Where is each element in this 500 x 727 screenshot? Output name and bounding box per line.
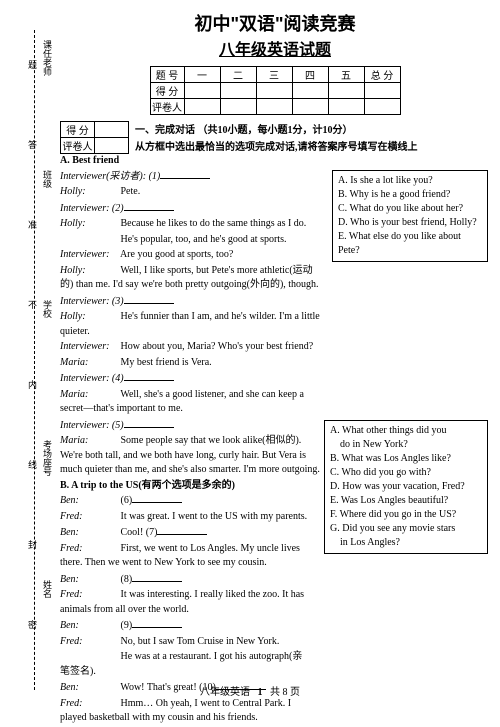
bind-lbl: 准 bbox=[26, 220, 39, 229]
options-box-b: A. What other things did you do in New Y… bbox=[324, 420, 488, 554]
opt: C. What do you like about her? bbox=[338, 202, 482, 216]
opt: D. Who is your best friend, Holly? bbox=[338, 216, 482, 230]
main-title: 初中"双语"阅读竞赛 bbox=[60, 10, 490, 36]
opt: D. How was your vacation, Fred? bbox=[330, 480, 482, 494]
opt: B. Why is he a good friend? bbox=[338, 188, 482, 202]
score-table: 题 号 一 二 三 四 五 总 分 得 分 评卷人 bbox=[150, 66, 401, 115]
opt: do in New York? bbox=[330, 438, 482, 452]
sec-num: 一、完成对话 bbox=[135, 125, 195, 136]
bind-lbl: 课任老师 bbox=[41, 40, 54, 76]
score-h: 三 bbox=[256, 67, 292, 83]
opt: C. Who did you go with? bbox=[330, 466, 482, 480]
page-footer: 八年级英语 1 共 8 页 bbox=[0, 683, 500, 698]
opt: B. What was Los Angles like? bbox=[330, 452, 482, 466]
score-h: 总 分 bbox=[364, 67, 400, 83]
bind-lbl: 学校 bbox=[41, 300, 54, 318]
opt: F. Where did you go in the US? bbox=[330, 508, 482, 522]
opt: E. Was Los Angles beautiful? bbox=[330, 494, 482, 508]
score-r: 得 分 bbox=[150, 83, 184, 99]
binding-margin: 课任老师 班级 学校 考场座号 姓名 题 答 准 不 内 线 封 密 bbox=[6, 20, 54, 680]
sub-title: 八年级英语试题 bbox=[60, 36, 490, 60]
options-box-a: A. Is she a lot like you? B. Why is he a… bbox=[332, 170, 488, 262]
page-content: 初中"双语"阅读竞赛 八年级英语试题 题 号 一 二 三 四 五 总 分 得 分… bbox=[60, 10, 490, 727]
dash-line bbox=[34, 30, 35, 690]
bind-lbl: 考场座号 bbox=[41, 440, 54, 476]
opt: G. Did you see any movie stars bbox=[330, 522, 482, 536]
bind-lbl: 封 bbox=[26, 540, 39, 549]
sub-r: 得 分 bbox=[61, 122, 95, 138]
sub-r: 评卷人 bbox=[61, 138, 95, 154]
score-h: 题 号 bbox=[150, 67, 184, 83]
score-h: 五 bbox=[328, 67, 364, 83]
bind-lbl: 班级 bbox=[41, 170, 54, 188]
opt: in Los Angles? bbox=[330, 536, 482, 550]
sec-pts: （共10小题，每小题1分，计10分） bbox=[198, 125, 353, 136]
bind-lbl: 不 bbox=[26, 300, 39, 309]
sub-score-table: 得 分 评卷人 bbox=[60, 121, 129, 154]
dialog-a-title: A. Best friend bbox=[60, 154, 490, 169]
opt: A. Is she a lot like you? bbox=[338, 174, 482, 188]
opt: E. What else do you like about Pete? bbox=[338, 230, 482, 258]
bind-lbl: 姓名 bbox=[41, 580, 54, 598]
footer-left: 八年级英语 bbox=[200, 687, 250, 698]
bind-lbl: 答 bbox=[26, 140, 39, 149]
bind-lbl: 内 bbox=[26, 380, 39, 389]
opt: A. What other things did you bbox=[330, 424, 482, 438]
score-r: 评卷人 bbox=[150, 99, 184, 115]
score-h: 四 bbox=[292, 67, 328, 83]
bind-lbl: 题 bbox=[26, 60, 39, 69]
score-h: 一 bbox=[184, 67, 220, 83]
score-h: 二 bbox=[220, 67, 256, 83]
bind-lbl: 线 bbox=[26, 460, 39, 469]
bind-lbl: 密 bbox=[26, 620, 39, 629]
footer-page: 1 bbox=[258, 687, 263, 698]
footer-right: 共 8 页 bbox=[270, 687, 300, 698]
